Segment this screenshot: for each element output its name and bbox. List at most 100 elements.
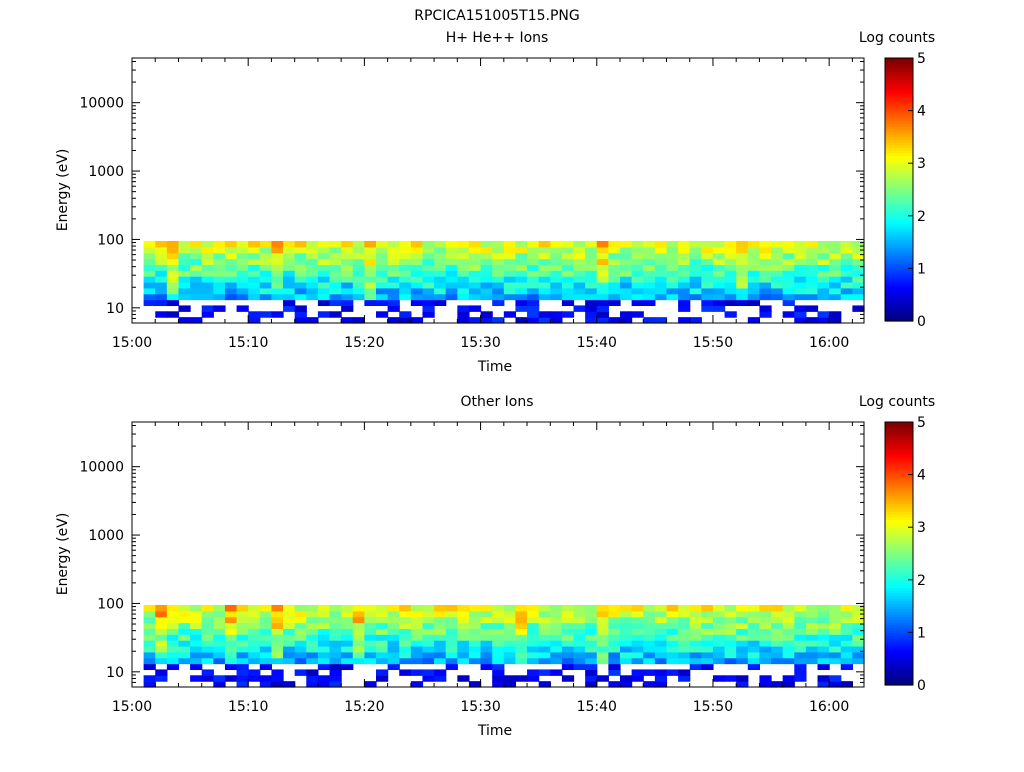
heatmap-cell <box>294 645 307 653</box>
heatmap-cell <box>550 616 563 624</box>
colorbar-segment <box>885 427 913 431</box>
heatmap-cell <box>317 276 331 283</box>
heatmap-cell <box>829 240 842 248</box>
heatmap-cell <box>410 610 424 618</box>
heatmap-cell <box>585 293 598 301</box>
colorbar-segment <box>885 566 913 570</box>
heatmap-cell <box>480 258 493 265</box>
heatmap-cell <box>329 651 342 659</box>
heatmap-cell <box>364 604 377 612</box>
heatmap-cell <box>468 681 482 688</box>
heatmap-cell <box>248 669 261 676</box>
heatmap-cell <box>480 610 493 618</box>
heatmap-cell <box>503 616 517 624</box>
heatmap-cell <box>678 246 691 254</box>
heatmap-cell <box>585 258 598 265</box>
heatmap-cell <box>527 311 540 318</box>
colorbar-segment <box>885 558 913 562</box>
heatmap-cell <box>794 663 807 671</box>
heatmap-cell <box>410 293 424 301</box>
heatmap-cell <box>492 657 505 665</box>
heatmap-cell <box>236 281 249 289</box>
heatmap-cell <box>747 616 761 624</box>
heatmap-cell <box>457 675 470 682</box>
heatmap-cell <box>364 252 377 260</box>
heatmap-cell <box>596 628 609 635</box>
heatmap-cell <box>794 287 807 295</box>
heatmap-cell <box>654 610 668 618</box>
heatmap-cell <box>306 628 319 635</box>
colorbar-segment <box>885 658 913 662</box>
heatmap-cell <box>190 240 203 248</box>
y-axis-label: Energy (eV) <box>55 149 71 232</box>
colorbar-segment <box>885 677 913 681</box>
heatmap-cell <box>224 246 238 254</box>
heatmap-cell <box>643 628 656 635</box>
heatmap-cell <box>468 264 482 271</box>
colorbar-segment <box>885 592 913 597</box>
heatmap-cell <box>387 287 400 295</box>
heatmap-cell <box>771 640 784 647</box>
heatmap-cell <box>364 610 377 618</box>
heatmap-cell <box>852 622 865 629</box>
heatmap-cell <box>317 293 331 301</box>
heatmap-cell <box>643 681 656 688</box>
heatmap-cell <box>271 640 284 647</box>
heatmap-cell <box>631 634 644 641</box>
heatmap-cell <box>201 305 214 312</box>
heatmap-cell <box>759 657 772 665</box>
heatmap-cell <box>166 628 180 635</box>
colorbar-segment <box>885 221 913 225</box>
heatmap-cell <box>678 317 691 324</box>
colorbar-segment <box>885 624 913 628</box>
heatmap-cell <box>678 240 691 248</box>
heatmap-cell <box>620 246 633 254</box>
heatmap-cell <box>143 287 156 295</box>
colorbar-tick-label: 2 <box>917 573 926 589</box>
heatmap-cell <box>689 622 702 629</box>
heatmap-cell <box>259 604 273 612</box>
heatmap-cell <box>306 293 319 301</box>
heatmap-cell <box>643 240 656 248</box>
heatmap-cell <box>666 281 679 289</box>
heatmap-cell <box>724 258 737 265</box>
heatmap-cell <box>736 610 749 618</box>
heatmap-cell <box>259 240 273 248</box>
heatmap-cell <box>143 610 156 618</box>
x-tick-label: 15:40 <box>577 335 617 351</box>
heatmap-cell <box>248 651 261 659</box>
heatmap-cell <box>596 264 609 271</box>
heatmap-cell <box>701 616 714 624</box>
heatmap-cell <box>422 281 435 289</box>
colorbar-segment <box>885 68 913 72</box>
heatmap-cell <box>422 246 435 254</box>
colorbar-segment <box>885 86 913 91</box>
heatmap-cell <box>747 258 761 265</box>
heatmap-cell <box>503 622 517 629</box>
heatmap-cell <box>341 645 354 653</box>
heatmap-cell <box>480 252 493 260</box>
heatmap-cell <box>271 258 284 265</box>
heatmap-cell <box>631 657 644 665</box>
colorbar-segment <box>885 84 913 88</box>
heatmap-cell <box>573 651 586 659</box>
colorbar-segment <box>885 542 913 547</box>
heatmap-cell <box>817 634 830 641</box>
heatmap-cell <box>620 657 633 665</box>
heatmap-cell <box>317 281 331 289</box>
heatmap-cell <box>817 610 830 618</box>
heatmap-cell <box>585 645 598 653</box>
colorbar-segment <box>885 479 913 484</box>
heatmap-cell <box>317 675 331 682</box>
heatmap-cell <box>457 645 470 653</box>
heatmap-cell <box>747 657 761 665</box>
heatmap-cell <box>271 622 284 629</box>
colorbar-segment <box>885 516 913 520</box>
heatmap-cell <box>329 281 342 289</box>
heatmap-cell <box>805 258 819 265</box>
heatmap-cell <box>631 246 644 254</box>
heatmap-cell <box>387 281 400 289</box>
heatmap-cell <box>399 616 412 624</box>
heatmap-cell <box>259 276 273 283</box>
colorbar-segment <box>885 189 913 193</box>
